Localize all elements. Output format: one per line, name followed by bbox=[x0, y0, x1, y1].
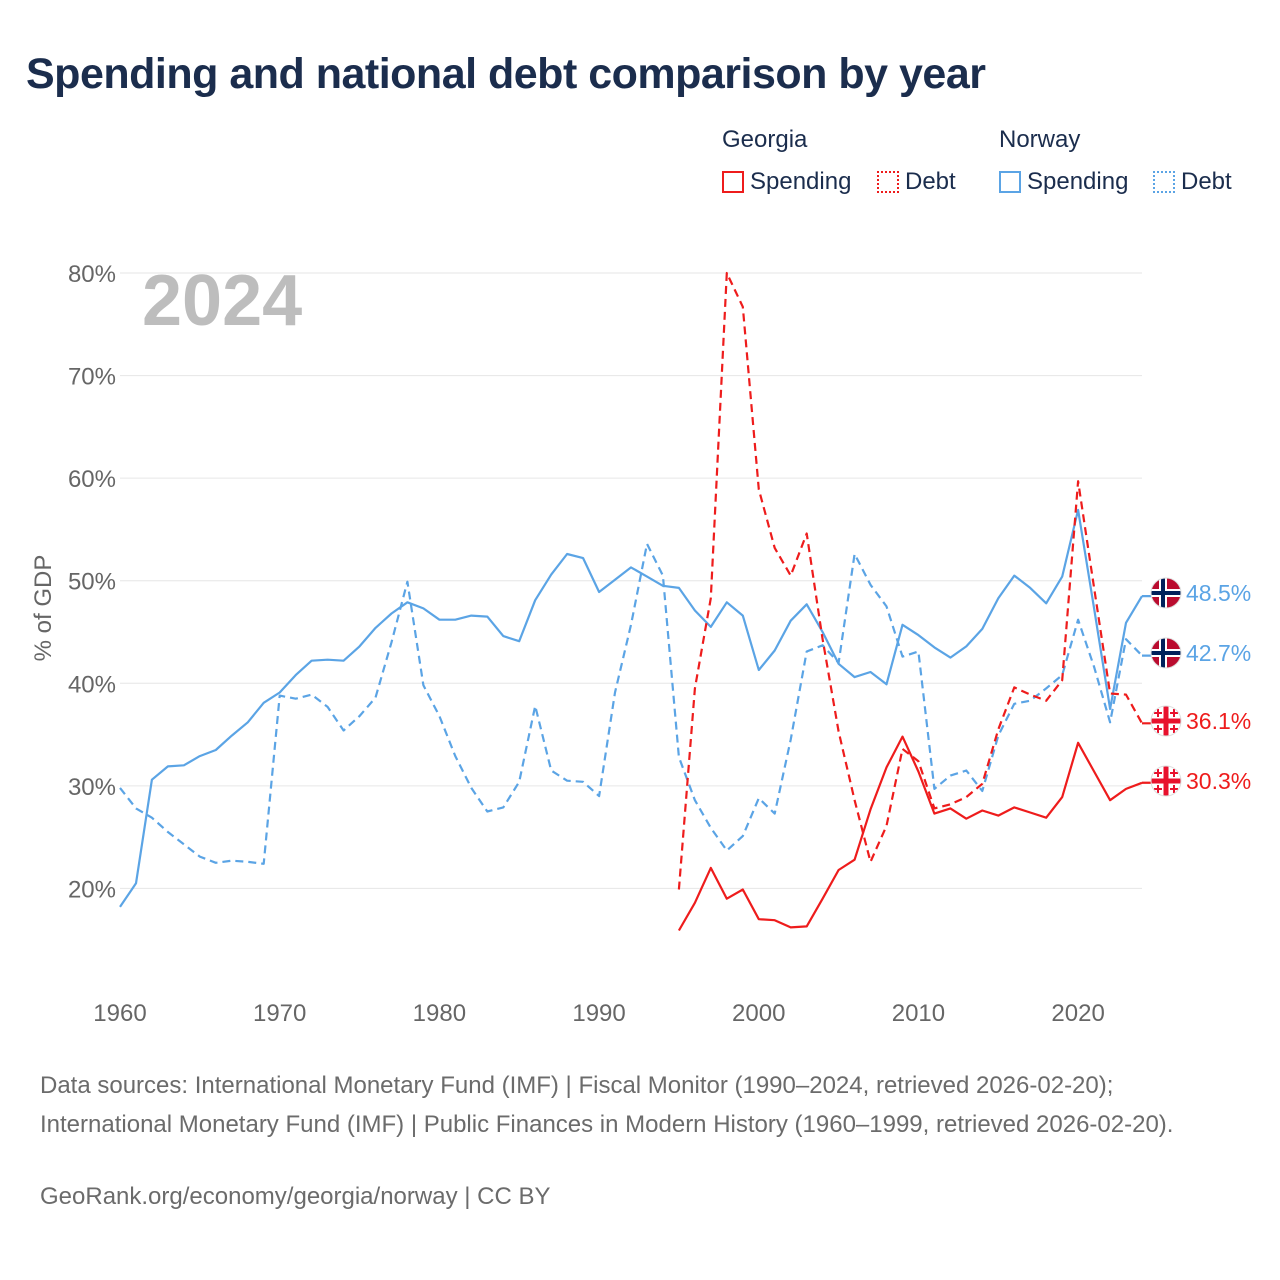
end-value-label: 42.7% bbox=[1186, 640, 1251, 666]
x-tick-label: 1990 bbox=[572, 1000, 625, 1027]
legend-norway-spending[interactable]: Spending bbox=[999, 168, 1128, 196]
legend-georgia-debt[interactable]: Debt bbox=[877, 168, 956, 196]
solid-swatch-icon bbox=[722, 171, 744, 193]
end-value-label: 48.5% bbox=[1186, 580, 1251, 606]
data-source-note: Data sources: International Monetary Fun… bbox=[40, 1072, 1174, 1138]
series-line-georgia-debt[interactable] bbox=[677, 271, 1143, 890]
legend-norway-debt[interactable]: Debt bbox=[1153, 168, 1232, 196]
legend-label: Debt bbox=[905, 168, 956, 195]
solid-swatch-icon bbox=[999, 171, 1021, 193]
x-tick-label: 1970 bbox=[253, 1000, 306, 1027]
legend-georgia-spending[interactable]: Spending bbox=[722, 168, 851, 196]
x-tick-label: 2010 bbox=[892, 1000, 945, 1027]
x-tick-label: 2000 bbox=[732, 1000, 785, 1027]
x-tick-label: 1980 bbox=[413, 1000, 466, 1027]
series-line-georgia-spending[interactable] bbox=[677, 735, 1143, 932]
series-line-norway-spending[interactable] bbox=[119, 508, 1143, 908]
georgia-flag-icon bbox=[1150, 765, 1182, 797]
y-tick-label: 30% bbox=[68, 774, 116, 801]
legend-label: Spending bbox=[750, 168, 852, 195]
legend-group-norway: Norway bbox=[999, 126, 1081, 153]
norway-flag-icon bbox=[1150, 637, 1182, 669]
year-label: 2024 bbox=[142, 261, 302, 341]
y-tick-label: 40% bbox=[68, 671, 116, 698]
legend-group-georgia: Georgia bbox=[722, 126, 808, 153]
y-tick-label: 20% bbox=[68, 876, 116, 903]
norway-flag-icon bbox=[1150, 577, 1182, 609]
line-chart: 20% 30% 40% 50% 60% 70% 80% 1960 1970 1980 1990 200… bbox=[30, 261, 1251, 1027]
x-tick-label: 1960 bbox=[93, 1000, 146, 1027]
legend-label: Debt bbox=[1181, 168, 1232, 195]
legend-label: Spending bbox=[1027, 168, 1129, 195]
y-tick-label: 50% bbox=[68, 569, 116, 596]
end-value-label: 36.1% bbox=[1186, 708, 1251, 734]
footer-credit[interactable]: GeoRank.org/economy/georgia/norway | CC … bbox=[40, 1183, 551, 1210]
series-line-norway-debt[interactable] bbox=[119, 542, 1143, 865]
y-tick-label: 60% bbox=[68, 466, 116, 493]
y-tick-label: 70% bbox=[68, 364, 116, 391]
dotted-swatch-icon bbox=[877, 171, 899, 193]
georgia-flag-icon bbox=[1150, 705, 1182, 737]
y-axis-label: % of GDP bbox=[30, 555, 57, 662]
y-tick-label: 80% bbox=[68, 261, 116, 288]
chart-title: Spending and national debt comparison by… bbox=[26, 50, 986, 98]
x-tick-label: 2020 bbox=[1051, 1000, 1104, 1027]
end-value-label: 30.3% bbox=[1186, 768, 1251, 794]
dotted-swatch-icon bbox=[1153, 171, 1175, 193]
